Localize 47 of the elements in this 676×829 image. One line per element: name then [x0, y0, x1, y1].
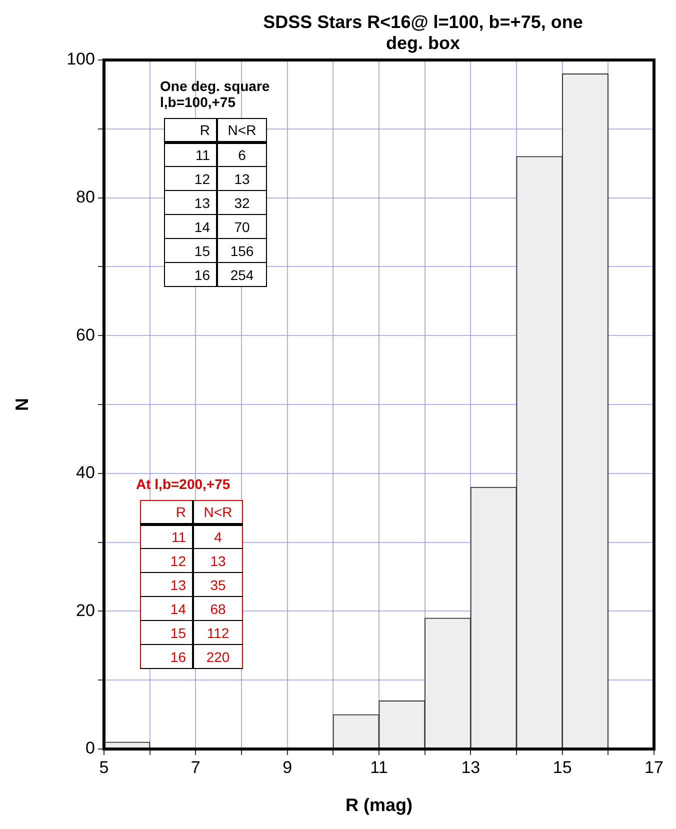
y-tick-label: 60 [76, 325, 95, 344]
y-axis-title: N [12, 398, 32, 411]
annotation: 11 [164, 142, 217, 166]
y-tick-label: 100 [66, 50, 95, 69]
annotation: 14 [164, 214, 217, 238]
annotation: 13 [140, 572, 193, 596]
y-tick-label: 20 [76, 600, 95, 620]
annotation: 12 [140, 548, 193, 572]
x-axis-title: R (mag) [345, 795, 412, 816]
annotation: 13 [217, 166, 266, 190]
annotation: 68 [193, 596, 242, 620]
annotation: One deg. square [160, 78, 270, 94]
annotation: 112 [193, 620, 242, 644]
x-tick-label: 13 [461, 758, 480, 777]
x-tick-label: 15 [552, 758, 572, 777]
chart-title: SDSS Stars R<16@ l=100, b=+75, one deg. box [262, 12, 584, 54]
annotation: 12 [164, 166, 217, 190]
annotation: 254 [217, 262, 266, 286]
annotation: 16 [140, 644, 193, 668]
y-tick-label: 80 [76, 187, 95, 206]
x-tick-label: 11 [370, 758, 388, 777]
annotation: 32 [217, 190, 266, 214]
annotation: l,b=100,+75 [160, 94, 237, 110]
annotation: 11 [140, 524, 193, 548]
x-tick-label: 9 [282, 758, 292, 777]
annotation: N<R [217, 118, 266, 142]
annotation: N<R [193, 500, 242, 524]
annotation: 16 [164, 262, 217, 286]
annotation: 4 [193, 524, 242, 548]
y-tick-label: 40 [76, 463, 95, 482]
x-tick-label: 5 [99, 758, 109, 777]
annotation: R [140, 500, 193, 524]
annotation: 156 [217, 238, 266, 262]
annotation: 13 [193, 548, 242, 572]
annotation: 13 [164, 190, 217, 214]
x-tick-label: 17 [644, 758, 664, 777]
annotation: 220 [193, 644, 242, 668]
annotation: At l,b=200,+75 [136, 476, 232, 492]
annotation: 70 [217, 214, 266, 238]
x-tick-label: 7 [190, 758, 200, 777]
y-tick-label: 0 [85, 738, 95, 758]
annotation: 6 [217, 142, 266, 166]
annotation: 15 [140, 620, 193, 644]
annotation: R [164, 118, 217, 142]
annotation: 35 [193, 572, 242, 596]
annotation: 15 [164, 238, 217, 262]
annotation: 14 [140, 596, 193, 620]
